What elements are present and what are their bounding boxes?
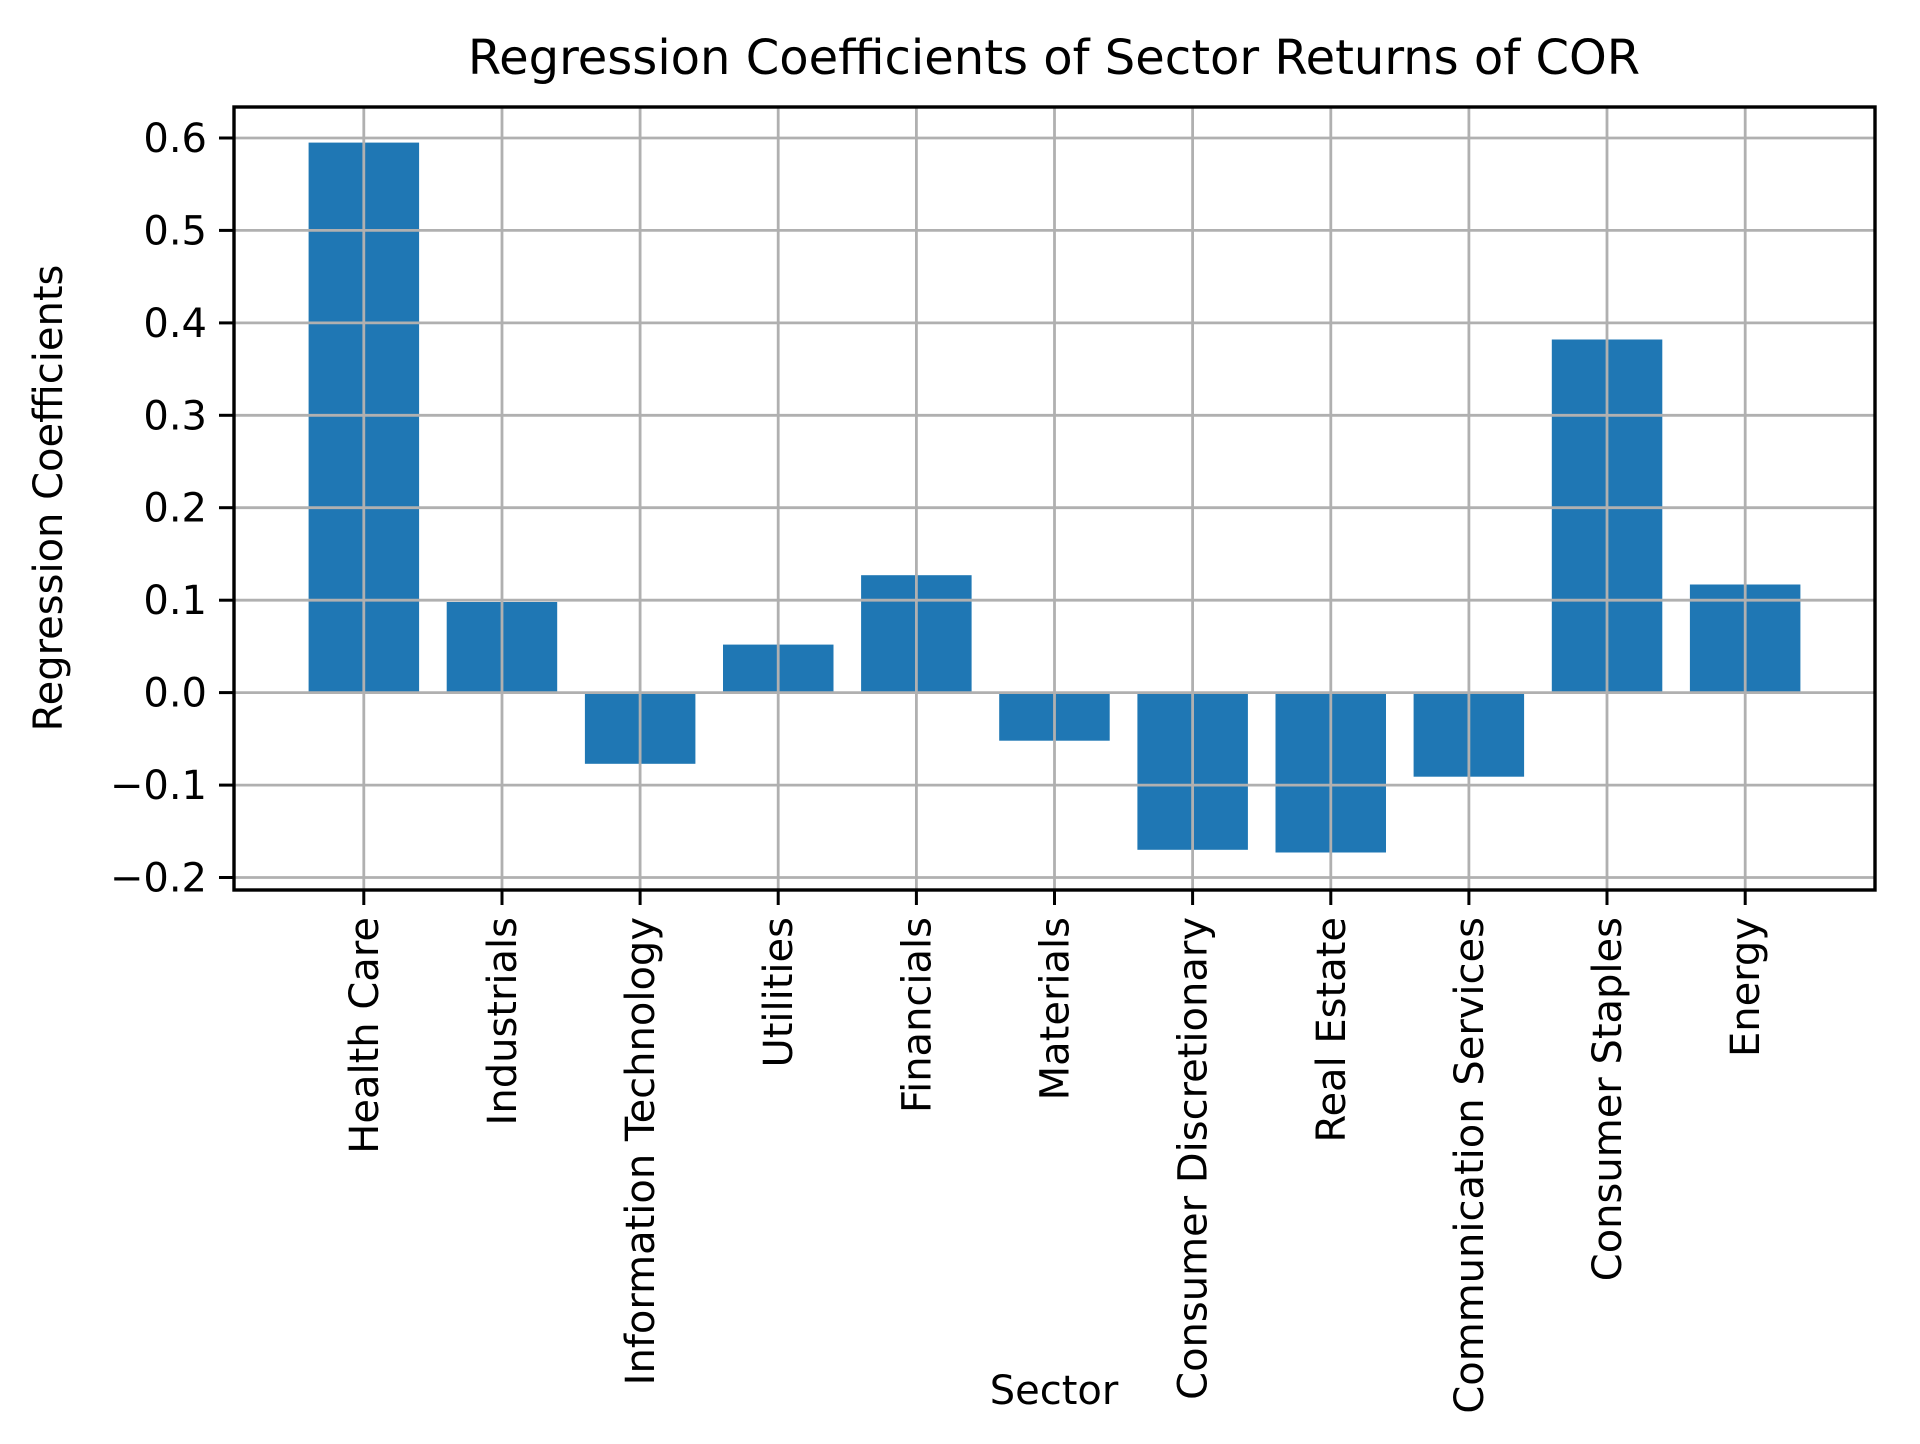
y-tick-label-0.4: 0.4 <box>143 301 207 347</box>
x-tick-label-communication-services: Communication Services <box>1447 917 1493 1414</box>
y-tick-label-0.2: 0.2 <box>143 486 207 532</box>
x-tick-label-utilities: Utilities <box>756 917 802 1068</box>
y-tick-label-0.3: 0.3 <box>143 393 207 439</box>
y-axis-label: Regression Coefficients <box>26 265 72 732</box>
x-tick-label-consumer-discretionary: Consumer Discretionary <box>1171 917 1217 1400</box>
y-tick-label-−0.1: −0.1 <box>110 763 207 809</box>
y-tick-label-0.5: 0.5 <box>143 208 207 254</box>
tick-marks-group <box>219 136 1747 905</box>
tick-labels-group: −0.2 −0.1 0.0 0.1 0.2 0.3 0.4 0.5 0.6 Health Care… <box>110 116 1769 1414</box>
x-tick-label-financials: Financials <box>894 917 940 1113</box>
y-tick-label-0.6: 0.6 <box>143 116 207 162</box>
x-axis-label: Sector <box>990 1368 1119 1414</box>
x-tick-label-health-care: Health Care <box>342 917 388 1154</box>
x-tick-label-information-technology: Information Technology <box>618 917 664 1385</box>
x-tick-label-consumer-staples: Consumer Staples <box>1585 917 1631 1281</box>
x-tick-label-industrials: Industrials <box>480 917 526 1125</box>
x-tick-label-materials: Materials <box>1033 917 1079 1100</box>
y-tick-label-0.1: 0.1 <box>143 578 207 624</box>
chart-title: Regression Coefficients of Sector Return… <box>468 30 1640 86</box>
x-tick-label-real-estate: Real Estate <box>1309 917 1355 1143</box>
gridlines-group <box>234 107 1875 890</box>
y-tick-label-0.0: 0.0 <box>143 671 207 717</box>
x-tick-label-energy: Energy <box>1723 917 1769 1057</box>
y-tick-label-−0.2: −0.2 <box>110 856 207 902</box>
